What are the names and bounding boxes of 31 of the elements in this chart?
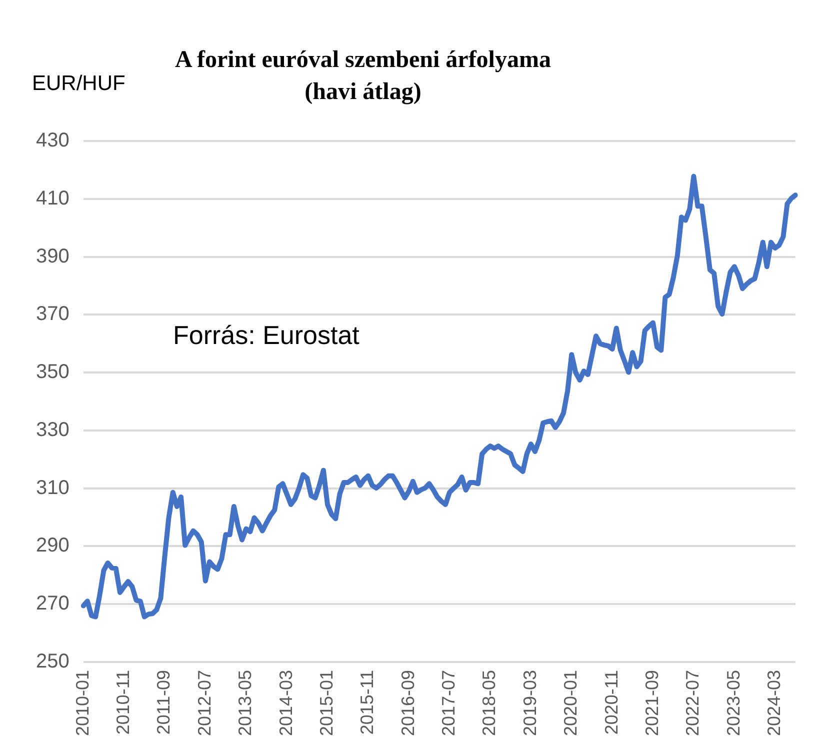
y-tick-label: 310 [36, 476, 70, 499]
x-tick-label: 2017-07 [438, 670, 459, 736]
x-tick-label: 2020-01 [560, 670, 581, 736]
annotation: Forrás: Eurostat [173, 320, 360, 351]
y-tick-label: 390 [36, 245, 70, 268]
y-tick-label: 410 [36, 187, 70, 210]
x-tick-label: 2015-11 [357, 670, 378, 735]
x-tick-label: 2022-07 [682, 670, 703, 736]
x-tick-label: 2013-05 [235, 670, 256, 736]
x-tick-label: 2014-03 [276, 670, 296, 736]
x-tick-label: 2020-11 [601, 670, 622, 735]
x-tick-label: 2023-05 [723, 670, 744, 736]
y-tick-label: 430 [36, 130, 70, 152]
x-tick-label: 2010-01 [72, 670, 92, 736]
x-tick-label: 2024-03 [764, 670, 784, 736]
y-tick-label: 370 [36, 303, 70, 326]
y-tick-label: 290 [36, 534, 70, 557]
chart-title: A forint euróval szembeni árfolyama (havi átlag) [174, 46, 552, 107]
y-axis-title: EUR/HUF [32, 72, 126, 96]
x-tick-label: 2019-03 [520, 670, 540, 736]
x-tick-label: 2010-11 [113, 670, 134, 735]
y-tick-label: 250 [36, 650, 70, 672]
y-tick-label: 270 [36, 592, 70, 615]
y-tick-label: 350 [36, 361, 70, 384]
x-tick-label: 2021-09 [642, 670, 662, 736]
x-tick-label: 2016-09 [398, 670, 418, 736]
x-tick-label: 2011-09 [154, 670, 174, 735]
x-tick-label: 2012-07 [194, 670, 214, 736]
y-tick-label: 330 [36, 418, 70, 441]
x-tick-label: 2015-01 [316, 670, 336, 736]
x-tick-label: 2018-05 [479, 670, 500, 736]
